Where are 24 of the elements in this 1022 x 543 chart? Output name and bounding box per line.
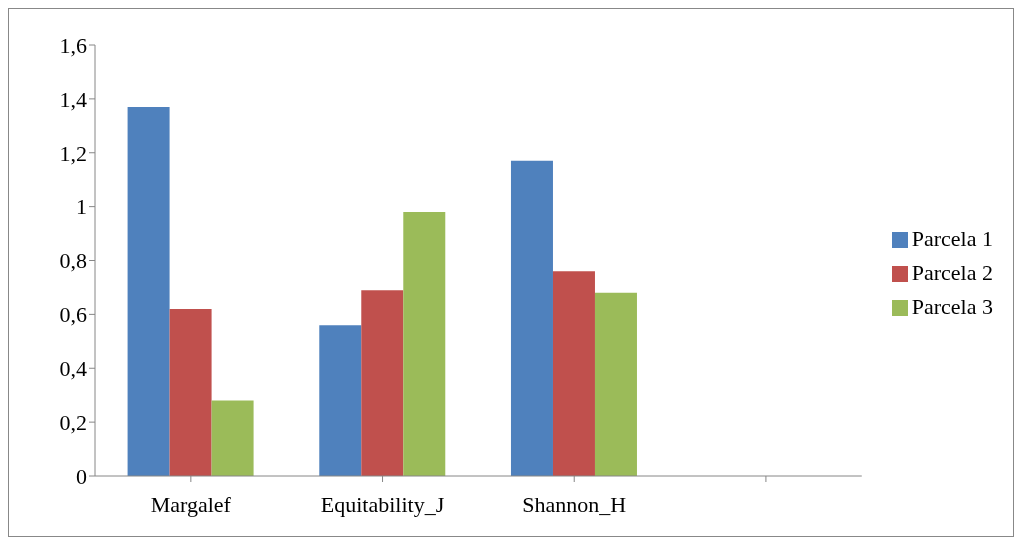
legend-label: Parcela 1 [911,225,993,251]
y-tick-label: 0,2 [59,409,87,435]
bar [594,292,637,476]
bar [361,290,404,476]
legend-label: Parcela 2 [911,259,993,285]
y-tick-label: 1,4 [59,86,87,112]
y-tick-label: 0 [76,463,87,489]
bar [510,160,553,476]
bar [127,106,170,476]
x-tick-label: Equitability_J [320,491,445,517]
x-tick-label: Shannon_H [522,491,627,517]
y-tick-label: 1,6 [59,32,87,58]
x-tick-label: Margalef [150,491,232,517]
y-tick-label: 1,2 [59,140,87,166]
legend-label: Parcela 3 [911,293,993,319]
y-tick-label: 0,6 [59,302,87,328]
bar [552,271,595,476]
bar [403,212,446,476]
y-tick-label: 0,8 [59,248,87,274]
bar [211,400,254,476]
bar [169,308,212,476]
y-tick-label: 1 [76,194,87,220]
y-tick-label: 0,4 [59,356,87,382]
bar [319,325,362,476]
